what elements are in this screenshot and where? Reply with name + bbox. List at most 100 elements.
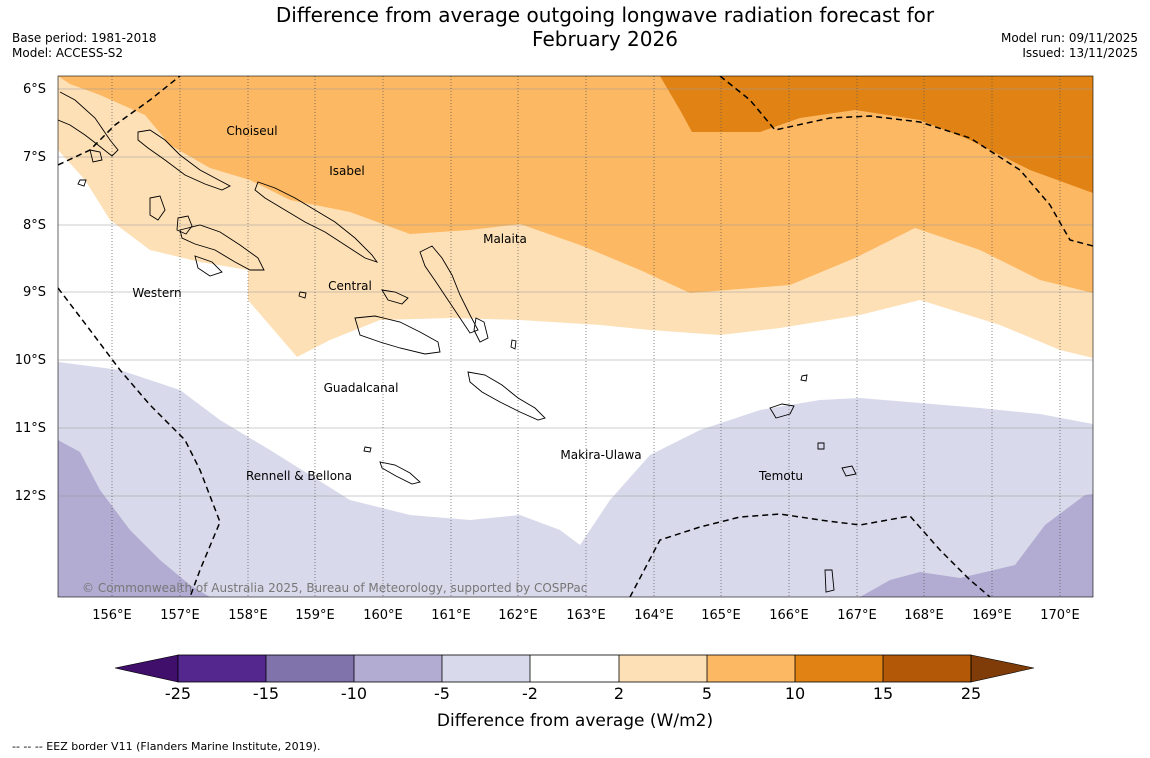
island-maramasike xyxy=(473,317,489,343)
meta-right: Model run: 09/11/2025 Issued: 13/11/2025 xyxy=(1001,31,1138,61)
colorbar-tick: -10 xyxy=(341,684,367,703)
colorbar-tick: -2 xyxy=(522,684,538,703)
colorbar-tick: 25 xyxy=(961,684,981,703)
lat-label: 7°S xyxy=(23,150,46,165)
lat-label: 6°S xyxy=(23,82,46,97)
lon-label: 161°E xyxy=(431,608,471,623)
meta-left: Base period: 1981-2018 Model: ACCESS-S2 xyxy=(12,31,157,61)
colorbar-tick: -25 xyxy=(165,684,191,703)
region-label-western: Western xyxy=(132,286,181,300)
region-label-central: Central xyxy=(328,279,372,293)
island-tikopia xyxy=(817,442,825,450)
island-malaita xyxy=(419,245,479,334)
base-period: Base period: 1981-2018 xyxy=(12,31,157,45)
lat-label: 8°S xyxy=(23,218,46,233)
colorbar-segment xyxy=(442,655,530,682)
island-isabel xyxy=(254,181,379,263)
eez-north-west xyxy=(58,76,181,166)
latitude-labels: 6°S 7°S 8°S 9°S 10°S 11°S 12°S xyxy=(15,82,46,504)
eez-west xyxy=(58,287,221,597)
island-santa-cruz xyxy=(769,403,795,419)
colorbar-segment xyxy=(795,655,883,682)
lat-label: 12°S xyxy=(15,489,46,504)
colorbar-segment xyxy=(883,655,971,682)
region-label-guadalcanal: Guadalcanal xyxy=(324,381,399,395)
lon-label: 156°E xyxy=(92,608,132,623)
contour-5-to-10 xyxy=(58,76,1093,293)
lon-label: 167°E xyxy=(837,608,877,623)
colorbar-label: Difference from average (W/m2) xyxy=(437,711,713,731)
colorbar-tick: 2 xyxy=(614,684,624,703)
colorbar-outline xyxy=(177,654,972,683)
eez-footnote: -- -- -- EEZ border V11 (Flanders Marine… xyxy=(12,740,321,753)
region-label-temotu: Temotu xyxy=(758,469,803,483)
region-label-malaita: Malaita xyxy=(483,232,527,246)
colorbar-segment xyxy=(619,655,707,682)
lon-label: 157°E xyxy=(160,608,200,623)
island-bougainville xyxy=(58,91,119,157)
model-run: Model run: 09/11/2025 xyxy=(1000,31,1138,45)
lon-label: 170°E xyxy=(1040,608,1080,623)
region-label-makira-ulawa: Makira-Ulawa xyxy=(560,448,641,462)
region-label-isabel: Isabel xyxy=(329,164,364,178)
colorbar-tick: -15 xyxy=(253,684,279,703)
contour-minus10-to-minus5-east xyxy=(860,494,1093,597)
colorbar-tick: -5 xyxy=(434,684,450,703)
contour-minus5-to-minus2 xyxy=(58,362,1093,597)
island-vanuatu-north xyxy=(824,569,835,593)
island-choiseul xyxy=(137,129,231,191)
island-vanikoro xyxy=(841,465,857,477)
lat-label: 10°S xyxy=(15,353,46,368)
island-rendova xyxy=(194,255,223,277)
colorbar-segment xyxy=(266,655,354,682)
lat-label: 9°S xyxy=(23,285,46,300)
colorbar-dividers xyxy=(265,655,884,682)
colorbar-tick: 15 xyxy=(873,684,893,703)
gridlines xyxy=(58,76,1093,597)
map-frame xyxy=(57,75,1094,598)
lon-label: 165°E xyxy=(701,608,741,623)
region-labels: Choiseul Isabel Malaita Western Central … xyxy=(132,124,803,483)
chart-title: Difference from average outgoing longwav… xyxy=(200,3,1010,51)
island-shortland xyxy=(89,149,103,163)
region-label-rennell-bellona: Rennell & Bellona xyxy=(246,469,352,483)
island-vella-lavella xyxy=(149,195,166,221)
lon-label: 159°E xyxy=(295,608,335,623)
contour-minus10-to-minus5 xyxy=(58,440,210,597)
eez-south xyxy=(629,513,991,597)
island-rennell xyxy=(379,461,421,485)
island-kolombangara xyxy=(176,215,193,235)
island-ulawa xyxy=(510,339,517,350)
model-name: Model: ACCESS-S2 xyxy=(12,46,124,60)
lon-label: 158°E xyxy=(228,608,268,623)
island-guadalcanal xyxy=(354,315,441,355)
lon-label: 168°E xyxy=(904,608,944,623)
contour-fills xyxy=(58,76,1093,597)
colorbar: -25 -15 -10 -5 -2 2 5 10 15 25 Differenc… xyxy=(114,654,1035,731)
title-line-1: Difference from average outgoing longwav… xyxy=(275,3,935,27)
lon-label: 166°E xyxy=(769,608,809,623)
longitude-labels: 156°E 157°E 158°E 159°E 160°E 161°E 162°… xyxy=(92,608,1080,623)
lon-label: 162°E xyxy=(498,608,538,623)
colorbar-extend-max xyxy=(970,654,1035,683)
colorbar-tick: 10 xyxy=(785,684,805,703)
island-russell xyxy=(298,291,307,299)
island-bellona xyxy=(363,446,372,453)
contour-10-to-15 xyxy=(660,76,1093,193)
colorbar-segment xyxy=(707,655,795,682)
eez-north-east xyxy=(719,76,1093,247)
island-nggela xyxy=(381,289,409,305)
colorbar-tick: 5 xyxy=(702,684,712,703)
colorbar-extend-min xyxy=(114,654,179,683)
colorbar-ticks: -25 -15 -10 -5 -2 2 5 10 15 25 xyxy=(165,684,981,703)
island-treasury xyxy=(77,179,87,187)
colorbar-segment xyxy=(354,655,442,682)
lon-label: 160°E xyxy=(363,608,403,623)
copyright-notice: © Commonwealth of Australia 2025, Bureau… xyxy=(82,581,587,595)
colorbar-segment xyxy=(530,655,619,682)
title-line-2: February 2026 xyxy=(532,27,678,51)
coastlines xyxy=(58,91,857,593)
region-label-choiseul: Choiseul xyxy=(226,124,277,138)
lon-label: 169°E xyxy=(972,608,1012,623)
